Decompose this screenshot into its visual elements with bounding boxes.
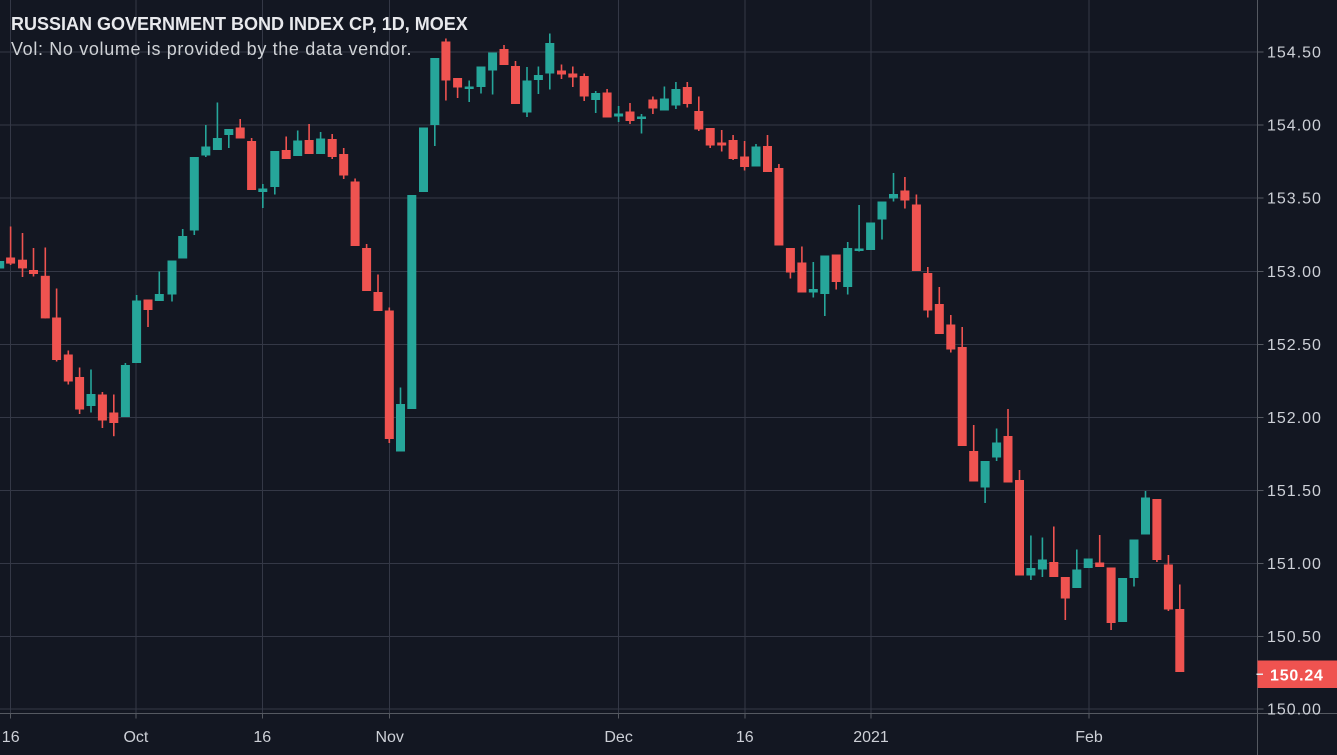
svg-text:RUSSIAN GOVERNMENT BOND INDEX: RUSSIAN GOVERNMENT BOND INDEX CP, 1D, MO… bbox=[11, 14, 468, 34]
svg-text:Nov: Nov bbox=[375, 729, 403, 746]
svg-text:153.50: 153.50 bbox=[1267, 191, 1322, 208]
svg-text:151.00: 151.00 bbox=[1267, 556, 1322, 573]
svg-text:150.00: 150.00 bbox=[1267, 701, 1322, 718]
svg-text:154.00: 154.00 bbox=[1267, 118, 1322, 135]
svg-text:Dec: Dec bbox=[604, 729, 632, 746]
svg-text:16: 16 bbox=[2, 729, 20, 746]
svg-text:Oct: Oct bbox=[123, 729, 148, 746]
svg-text:152.00: 152.00 bbox=[1267, 410, 1322, 427]
svg-text:2021: 2021 bbox=[853, 729, 889, 746]
svg-text:16: 16 bbox=[253, 729, 271, 746]
svg-text:154.50: 154.50 bbox=[1267, 45, 1322, 62]
svg-text:16: 16 bbox=[736, 729, 754, 746]
svg-text:152.50: 152.50 bbox=[1267, 337, 1322, 354]
svg-text:150.24: 150.24 bbox=[1270, 668, 1324, 685]
svg-text:151.50: 151.50 bbox=[1267, 483, 1322, 500]
svg-text:Vol: No volume is provided by: Vol: No volume is provided by the data v… bbox=[11, 39, 412, 59]
svg-text:Feb: Feb bbox=[1075, 729, 1103, 746]
svg-text:150.50: 150.50 bbox=[1267, 629, 1322, 646]
svg-text:153.00: 153.00 bbox=[1267, 264, 1322, 281]
